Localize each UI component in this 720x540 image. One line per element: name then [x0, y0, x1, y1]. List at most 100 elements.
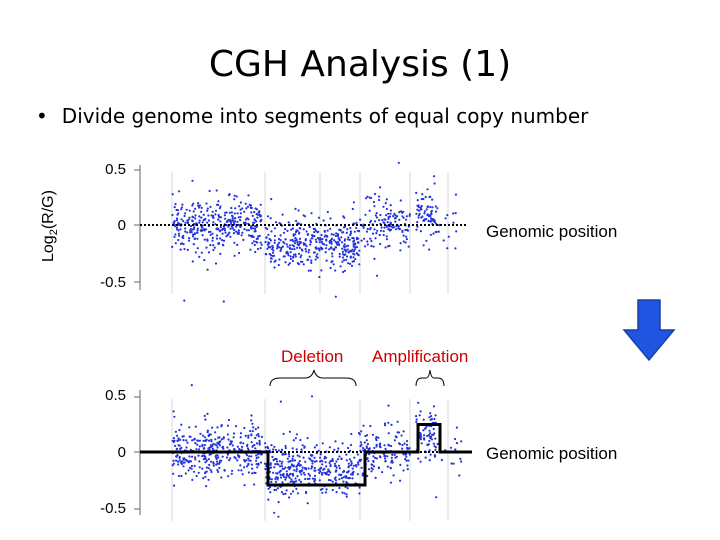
- top-data-point: [294, 253, 297, 256]
- top-data-point: [193, 233, 196, 236]
- top-data-point: [349, 230, 352, 233]
- bottom-data-point: [190, 464, 193, 468]
- top-data-point: [189, 231, 192, 234]
- top-data-point: [233, 241, 236, 244]
- top-data-point: [392, 215, 395, 218]
- bottom-data-point: [392, 474, 395, 477]
- bottom-data-point: [329, 479, 332, 482]
- bottom-data-point: [281, 453, 284, 456]
- top-data-point: [239, 219, 242, 222]
- top-data-point: [384, 218, 387, 221]
- bottom-data-point: [202, 439, 205, 443]
- top-data-point: [192, 233, 195, 236]
- deletion-brace: [269, 369, 357, 387]
- top-data-point: [421, 193, 424, 196]
- top-data-point: [355, 246, 359, 249]
- bottom-data-point: [201, 445, 204, 448]
- top-data-point: [341, 253, 345, 256]
- bottom-data-point: [311, 459, 314, 463]
- bottom-data-point: [362, 424, 365, 427]
- bottom-data-point: [237, 469, 240, 472]
- top-data-point: [218, 229, 221, 232]
- bottom-data-point: [313, 480, 316, 483]
- bottom-data-point: [250, 414, 253, 417]
- top-data-point: [295, 246, 299, 249]
- top-data-point: [306, 258, 309, 262]
- bottom-data-point: [172, 472, 175, 475]
- top-data-point: [288, 247, 292, 250]
- bottom-data-point: [328, 461, 331, 464]
- top-data-point: [360, 239, 363, 242]
- bottom-data-point: [203, 444, 206, 447]
- bottom-data-point: [460, 460, 463, 463]
- bottom-data-point: [195, 474, 198, 478]
- bottom-data-point: [362, 446, 365, 450]
- top-data-point: [260, 243, 263, 246]
- top-data-point: [355, 226, 358, 230]
- bottom-data-point: [258, 443, 261, 446]
- bottom-data-point: [319, 453, 322, 456]
- bottom-data-point: [375, 445, 378, 448]
- bottom-data-point: [252, 426, 255, 429]
- bottom-data-point: [313, 460, 316, 463]
- top-data-point: [183, 248, 186, 251]
- amplification-brace: [415, 369, 445, 387]
- bottom-data-point: [460, 440, 463, 443]
- bottom-data-point: [287, 460, 290, 463]
- top-data-point: [368, 196, 371, 199]
- top-data-point: [255, 220, 258, 223]
- bottom-data-point: [208, 446, 212, 449]
- top-data-point: [284, 261, 287, 264]
- top-data-point: [314, 238, 317, 241]
- top-data-point: [320, 233, 323, 237]
- bottom-data-point: [323, 471, 326, 474]
- top-data-point: [432, 232, 435, 235]
- top-data-point: [198, 255, 201, 258]
- bottom-data-point: [285, 470, 288, 473]
- bottom-data-point: [176, 434, 179, 437]
- top-data-point: [352, 201, 355, 204]
- bottom-data-point: [311, 477, 315, 480]
- bottom-data-point: [278, 471, 281, 474]
- bottom-data-point: [260, 435, 263, 438]
- bottom-data-point: [346, 446, 350, 450]
- top-data-point: [239, 201, 242, 204]
- bottom-data-point: [294, 477, 297, 480]
- top-data-point: [400, 210, 403, 213]
- bottom-data-point: [285, 489, 288, 492]
- top-data-point: [397, 161, 400, 164]
- top-data-point: [304, 239, 307, 242]
- top-data-point: [297, 209, 300, 212]
- bottom-data-point: [246, 447, 250, 450]
- bottom-data-point: [267, 498, 270, 501]
- bottom-data-point: [402, 453, 405, 456]
- bottom-data-point: [436, 442, 439, 446]
- top-data-point: [217, 218, 220, 221]
- top-data-point: [265, 253, 268, 256]
- amplification-label: Amplification: [372, 347, 469, 366]
- bottom-data-point: [280, 449, 284, 452]
- bottom-data-point: [433, 454, 436, 457]
- top-data-point: [207, 230, 210, 234]
- top-data-point: [220, 228, 223, 231]
- top-data-point: [213, 246, 216, 249]
- bottom-data-point: [310, 395, 314, 398]
- top-data-point: [183, 214, 186, 218]
- bottom-data-point: [381, 471, 384, 474]
- top-data-point: [293, 248, 296, 251]
- top-data-point: [329, 227, 332, 230]
- bottom-data-point: [429, 432, 432, 435]
- bottom-data-point: [360, 430, 363, 433]
- top-data-point: [187, 239, 191, 242]
- top-data-point: [345, 258, 348, 261]
- top-data-point: [365, 197, 368, 200]
- top-data-point: [253, 243, 256, 247]
- top-data-point: [298, 231, 301, 234]
- bottom-tick-0: 0: [117, 444, 126, 461]
- bottom-data-point: [303, 473, 306, 476]
- top-data-point: [216, 228, 219, 231]
- bottom-data-point: [304, 460, 307, 463]
- top-data-point: [362, 226, 365, 229]
- bottom-data-point: [428, 429, 431, 432]
- bottom-data-point: [335, 466, 338, 469]
